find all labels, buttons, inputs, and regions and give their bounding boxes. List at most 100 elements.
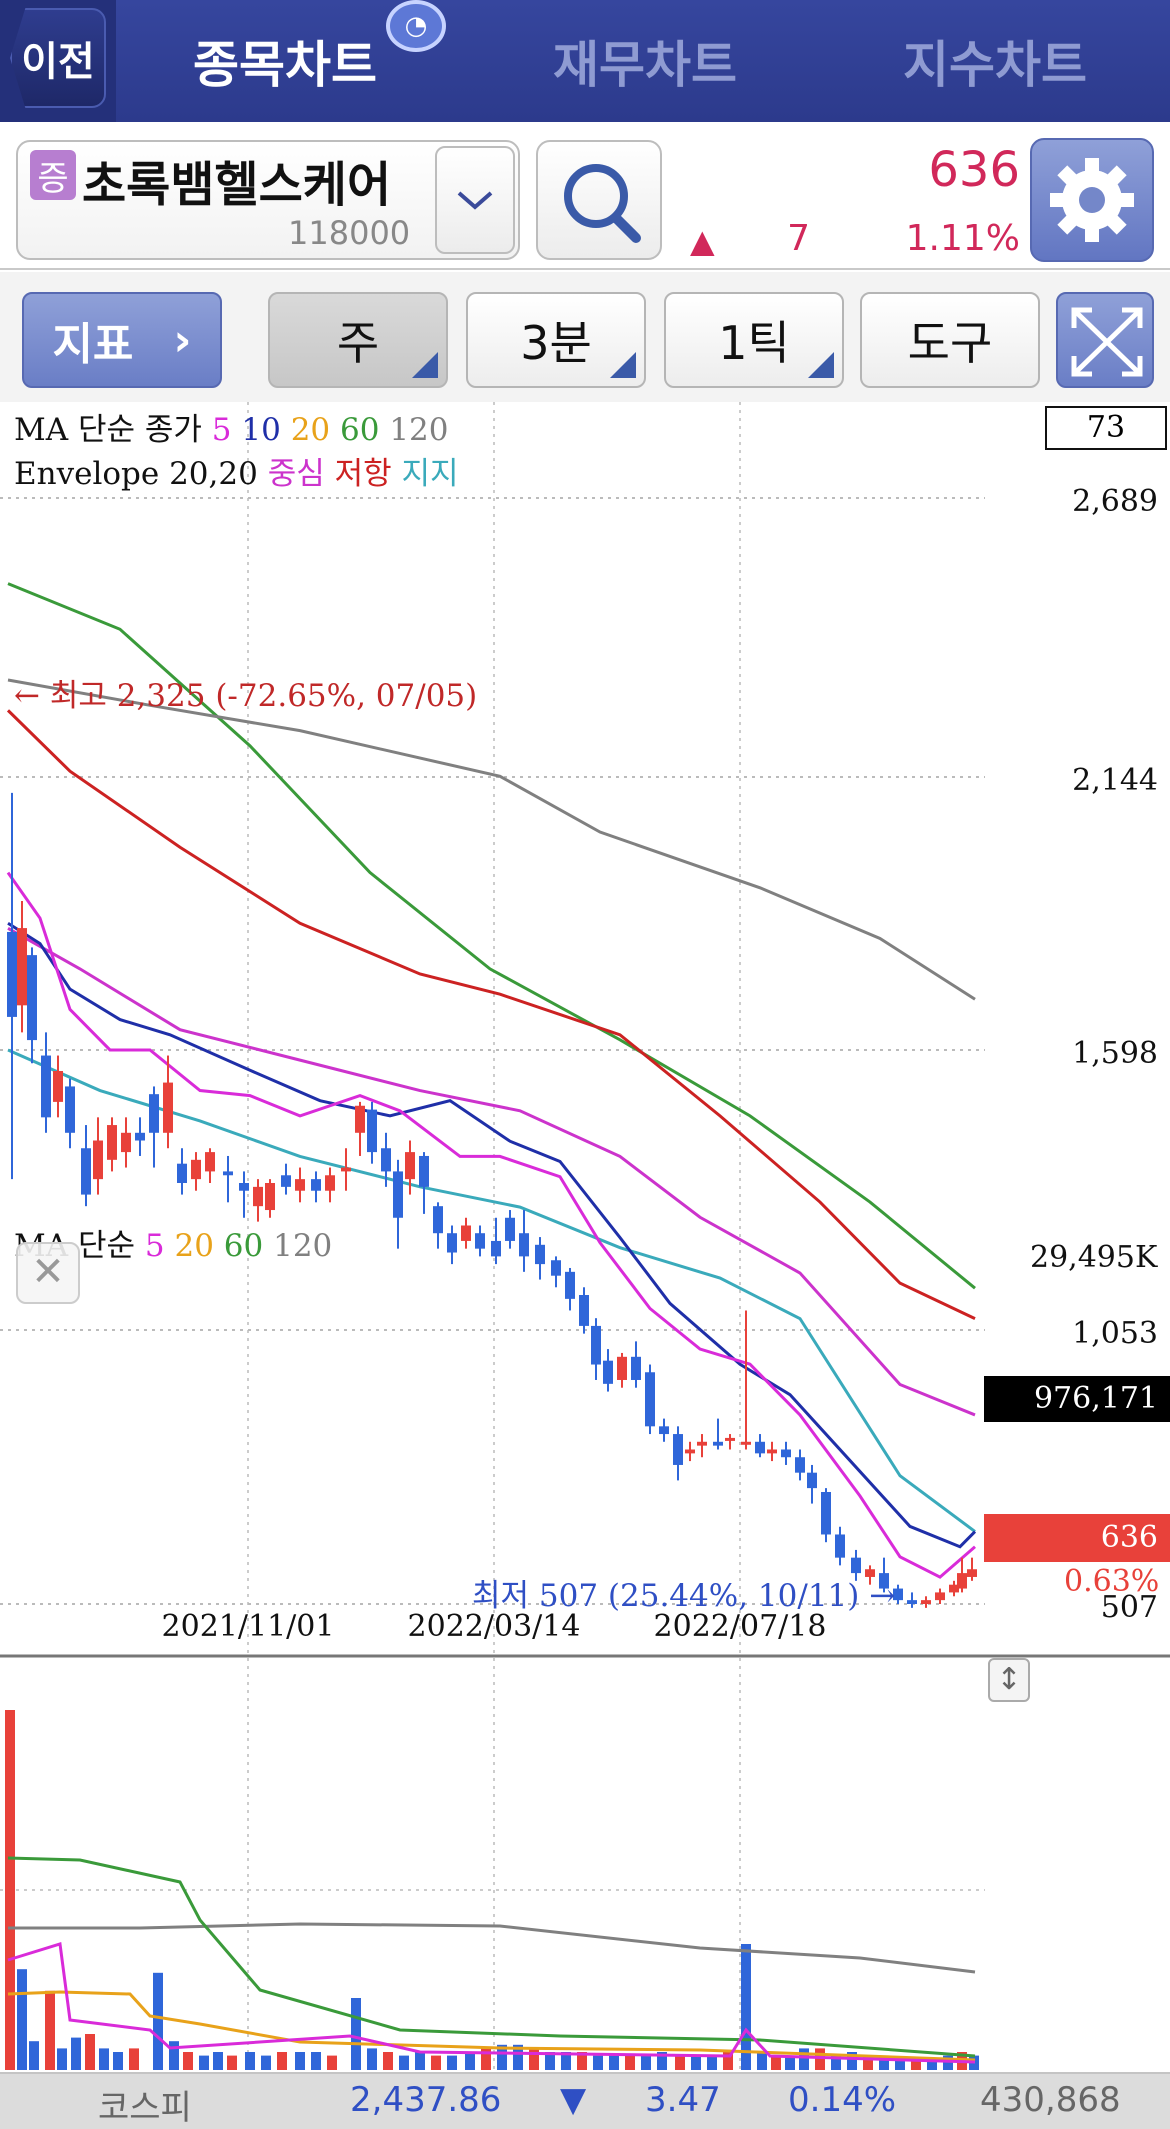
candle-body xyxy=(907,1600,917,1604)
price-change: 7 xyxy=(787,218,810,259)
candle-body xyxy=(475,1233,485,1249)
candle-body xyxy=(617,1356,627,1380)
tab-index-chart[interactable]: 지수차트 xyxy=(903,36,1087,94)
candle-body xyxy=(93,1140,103,1180)
volume-bars xyxy=(5,1710,979,2070)
volume-bar xyxy=(757,2052,767,2070)
candle-body xyxy=(807,1472,817,1489)
stock-name[interactable]: 초록뱀헬스케어 xyxy=(82,157,392,213)
price-change-pct: 1.11% xyxy=(905,218,1020,259)
volume-bar xyxy=(799,2048,809,2070)
indicator-lines xyxy=(6,582,977,1579)
volume-bar xyxy=(879,2055,889,2070)
candle-body xyxy=(725,1437,735,1441)
fullscreen-button[interactable] xyxy=(1056,292,1154,388)
candle-body xyxy=(311,1179,321,1191)
high-annotation: ← 최고 2,325 (-72.65%, 07/05) xyxy=(14,678,478,714)
candle-body xyxy=(893,1588,903,1601)
resize-handle-icon[interactable]: ↕ xyxy=(988,1658,1030,1702)
candle-body xyxy=(957,1573,967,1589)
volume-bar xyxy=(815,2048,825,2070)
settings-button[interactable] xyxy=(1030,138,1154,262)
volume-bar xyxy=(17,1969,27,2070)
candle-body xyxy=(295,1179,305,1191)
period-week-button[interactable]: 주 xyxy=(268,292,448,388)
back-button[interactable]: 이전 xyxy=(10,8,106,108)
tools-button[interactable]: 도구 xyxy=(860,292,1040,388)
x-tick-label: 2022/07/18 xyxy=(654,1609,827,1644)
candle-body xyxy=(865,1569,875,1577)
envelope-resist-line xyxy=(6,709,976,1320)
x-tick-label: 2021/11/01 xyxy=(162,1609,335,1644)
dropdown-corner-icon xyxy=(610,352,636,378)
ma120-label: 120 xyxy=(389,412,449,448)
volume-bar xyxy=(57,2048,67,2070)
volume-bar xyxy=(415,2052,425,2070)
candle-body xyxy=(205,1152,215,1172)
close-icon[interactable]: ✕ xyxy=(16,1242,80,1304)
stock-dropdown-button[interactable] xyxy=(435,146,515,254)
price-chart-area[interactable]: 2,689 2,144 1,598 1,053 507 2021/11/01 2022/03… xyxy=(0,402,1170,2072)
candle-body xyxy=(741,1441,751,1445)
volume-bar xyxy=(593,2055,603,2070)
chart-canvas[interactable]: 2,689 2,144 1,598 1,053 507 2021/11/01 2022/03… xyxy=(0,402,1170,2072)
candle-body xyxy=(135,1132,145,1141)
volume-bar xyxy=(45,1990,55,2070)
volume-bar xyxy=(71,2037,81,2070)
low-annotation: 최저 507 (25.44%, 10/11) → xyxy=(472,1578,896,1614)
y-tick-label: 1,053 xyxy=(1072,1316,1158,1351)
search-button[interactable] xyxy=(536,140,662,260)
candle-body xyxy=(491,1240,501,1257)
interval-minute-label: 3분 xyxy=(520,316,592,370)
close-indicator-button[interactable] xyxy=(22,1664,62,1704)
vol-ma60-label: 60 xyxy=(223,1228,264,1264)
volume-bar xyxy=(311,2052,321,2070)
volume-bar xyxy=(641,2055,651,2070)
tab-stock-chart[interactable]: 종목차트 xyxy=(193,36,377,94)
ma5-line xyxy=(6,871,976,1579)
candle-body xyxy=(755,1441,765,1454)
volume-bar xyxy=(5,1710,15,2070)
vol-ma60-line xyxy=(7,1856,976,2058)
vol-ma5-line xyxy=(7,1942,976,2064)
volume-bar xyxy=(447,2055,457,2070)
indicator-button[interactable]: 지표 › xyxy=(22,292,222,388)
candle-body xyxy=(17,928,27,1006)
y-tick-label: 507 xyxy=(1101,1590,1158,1625)
ma120-line xyxy=(7,678,976,1001)
candle-body xyxy=(685,1449,695,1454)
timer-badge-icon: ◔ xyxy=(386,0,446,52)
vol-ma120-label: 120 xyxy=(273,1228,333,1264)
volume-current-marker: 976,171 xyxy=(984,1376,1170,1422)
x-tick-label: 2022/03/14 xyxy=(408,1609,581,1644)
volume-bar xyxy=(29,2041,39,2070)
tab-financial-chart[interactable]: 재무차트 xyxy=(553,36,737,94)
candle-body xyxy=(265,1183,275,1211)
interval-tick-button[interactable]: 1틱 xyxy=(664,292,844,388)
volume-bar xyxy=(513,2044,523,2070)
volume-bar xyxy=(545,2052,555,2070)
indicator-label: 지표 xyxy=(52,319,134,370)
candle-body xyxy=(81,1148,91,1195)
candle-body xyxy=(65,1086,75,1133)
envelope-resist-label: 저항 xyxy=(334,456,392,492)
interval-minute-button[interactable]: 3분 xyxy=(466,292,646,388)
volume-bar xyxy=(277,2052,287,2070)
envelope-center-line xyxy=(7,927,976,1417)
current-price-marker: 636 xyxy=(984,1514,1170,1562)
volume-bar xyxy=(367,2048,377,2070)
candle-body xyxy=(921,1600,931,1604)
volume-bar xyxy=(657,2052,667,2070)
chart-grid xyxy=(0,402,1170,2070)
volume-bar xyxy=(863,2055,873,2070)
volume-bar xyxy=(261,2055,271,2070)
chevron-right-icon: › xyxy=(173,314,192,366)
down-triangle-icon: ▼ xyxy=(560,2080,587,2120)
candle-body xyxy=(673,1434,683,1465)
candle-body xyxy=(53,1070,63,1102)
volume-bar xyxy=(691,2055,701,2070)
volume-bar xyxy=(129,2048,139,2070)
volume-bar xyxy=(895,2059,905,2070)
index-value: 2,437.86 xyxy=(350,2080,502,2120)
volume-bar xyxy=(183,2052,193,2070)
